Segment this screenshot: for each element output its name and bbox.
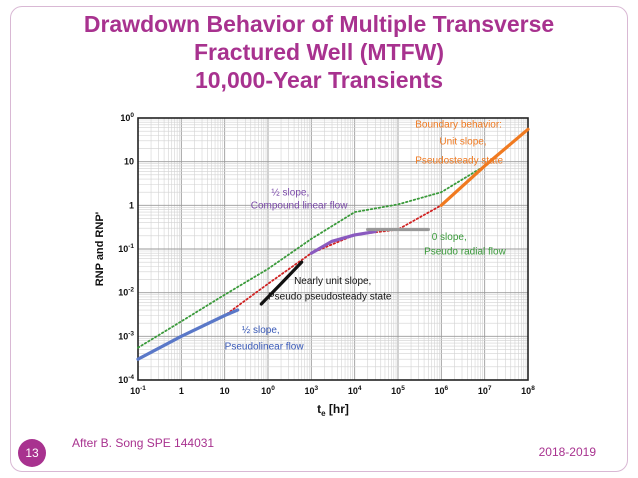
y-tick-label: 10-4 xyxy=(118,374,134,385)
footer-date: 2018-2019 xyxy=(538,445,596,459)
annotation-3: Pseudosteady state xyxy=(415,156,503,167)
annotation-4: ½ slope, xyxy=(271,187,309,198)
annotation-7: Pseudo radial flow xyxy=(424,246,506,257)
x-tick-label: 100 xyxy=(261,385,275,396)
annotation-5: Compound linear flow xyxy=(251,200,348,211)
slide-title-line-2: Fractured Well (MTFW) xyxy=(193,39,444,65)
annotation-10: ½ slope, xyxy=(242,325,280,336)
series-line-7 xyxy=(439,127,530,207)
x-tick-label: 104 xyxy=(348,385,362,396)
annotation-8: Nearly unit slope, xyxy=(294,276,371,287)
annotation-6: 0 slope, xyxy=(432,232,467,243)
x-tick-label: 108 xyxy=(521,385,535,396)
annotation-11: Pseudolinear flow xyxy=(225,341,305,352)
annotation-9: Pseudo pseudosteady state xyxy=(268,291,392,302)
x-tick-label: 103 xyxy=(305,385,319,396)
y-tick-label: 10-2 xyxy=(118,287,134,298)
y-tick-label: 100 xyxy=(120,112,134,123)
annotation-1: Boundary behavior: xyxy=(415,120,502,131)
series-line-1 xyxy=(137,128,529,349)
annotation-2: Unit slope, xyxy=(439,136,486,147)
series-line-5 xyxy=(309,230,377,255)
slide-title-line-3: 10,000-Year Transients xyxy=(194,67,444,93)
x-tick-label: 10 xyxy=(220,386,230,396)
y-axis-label: RNP and RNP' xyxy=(94,211,106,286)
x-tick-label: 106 xyxy=(435,385,449,396)
slide-frame xyxy=(10,6,628,472)
y-tick-label: 10-3 xyxy=(118,330,134,341)
x-axis-label: te [hr] xyxy=(317,402,349,418)
series-line-3 xyxy=(136,308,240,361)
x-tick-label: 1 xyxy=(179,386,184,396)
x-tick-label: 105 xyxy=(391,385,405,396)
slide-title-line-1: Drawdown Behavior of Multiple Transverse xyxy=(83,11,555,37)
slide-number-badge: 13 xyxy=(18,439,46,467)
x-tick-label: 107 xyxy=(478,385,492,396)
y-tick-label: 1 xyxy=(129,200,134,210)
x-tick-label: 10-1 xyxy=(130,385,146,396)
y-tick-label: 10 xyxy=(124,157,134,167)
plot-frame xyxy=(137,117,529,381)
y-tick-label: 10-1 xyxy=(118,243,134,254)
series-line-4 xyxy=(259,260,304,306)
footer-source: After B. Song SPE 144031 xyxy=(72,436,215,450)
